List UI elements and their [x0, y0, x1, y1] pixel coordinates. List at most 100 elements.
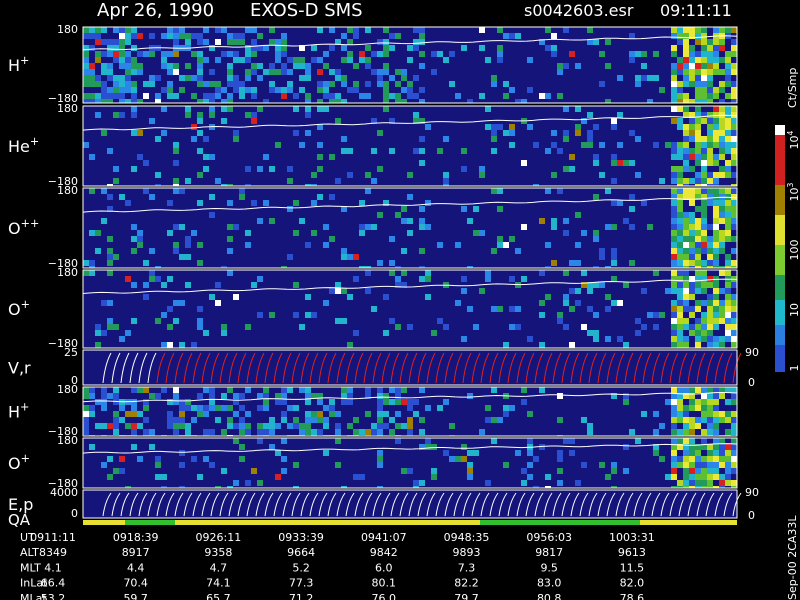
- spectrogram-cell: [731, 342, 737, 348]
- spectrogram-cell: [695, 184, 701, 186]
- spectrogram-cell: [707, 480, 713, 486]
- table-cell: 0926:11: [196, 531, 242, 544]
- spectrogram-cell: [233, 33, 239, 39]
- spectrogram-cell: [311, 184, 317, 186]
- spectrogram-cell: [341, 75, 347, 81]
- spectrogram-cell: [161, 87, 167, 93]
- spectrogram-cell: [569, 154, 575, 160]
- spectrogram-cell: [731, 224, 737, 230]
- spectrogram-cell: [377, 405, 383, 411]
- spectrogram-cell: [365, 81, 371, 87]
- spectrogram-cell: [341, 486, 347, 488]
- y-tick-label: 180: [57, 23, 78, 36]
- spectrogram-cell: [407, 87, 413, 93]
- spectrogram-cell: [233, 75, 239, 81]
- spectrogram-cell: [161, 130, 167, 136]
- spectrogram-cell: [689, 462, 695, 468]
- sawtooth: [534, 492, 544, 517]
- spectrogram-cell: [671, 342, 677, 348]
- spectrogram-cell: [569, 51, 575, 57]
- spectrogram-cell: [695, 242, 701, 248]
- colorbar-segment: [775, 325, 785, 345]
- spectrogram-cell: [719, 206, 725, 212]
- spectrogram-cell: [167, 411, 173, 417]
- spectrogram-cell: [689, 81, 695, 87]
- spectrogram-cell: [701, 330, 707, 336]
- spectrogram-cell: [251, 63, 257, 69]
- spectrogram-cell: [383, 93, 389, 99]
- spectrogram-cell: [317, 81, 323, 87]
- spectrogram-cell: [695, 136, 701, 142]
- row-header: InLat: [20, 577, 48, 590]
- spectrogram-cell: [155, 456, 161, 462]
- spectrogram-cell: [125, 81, 131, 87]
- spectrogram-cell: [101, 300, 107, 306]
- spectrogram-cell: [677, 480, 683, 486]
- spectrogram-cell: [377, 212, 383, 218]
- spectrogram-cell: [689, 33, 695, 39]
- spectrogram-cell: [347, 87, 353, 93]
- colorbar-label: 100: [788, 240, 800, 261]
- spectrogram-cell: [173, 69, 179, 75]
- spectrogram-cell: [635, 318, 641, 324]
- spectrogram-cell: [131, 318, 137, 324]
- spectrogram-cell: [305, 99, 311, 103]
- spectrogram-cell: [83, 51, 89, 57]
- spectrogram-cell: [119, 405, 125, 411]
- spectrogram-cell: [725, 468, 731, 474]
- spectrogram-cell: [269, 87, 275, 93]
- spectrogram-cell: [227, 417, 233, 423]
- spectrogram-cell: [101, 51, 107, 57]
- spectrogram-cell: [185, 242, 191, 248]
- spectrogram-cell: [599, 142, 605, 148]
- spectrogram-cell: [713, 474, 719, 480]
- spectrogram-cell: [689, 399, 695, 405]
- spectrogram-cell: [527, 462, 533, 468]
- spectrogram-cell: [611, 224, 617, 230]
- spectrogram-cell: [695, 248, 701, 254]
- panel-label: H+: [8, 400, 29, 421]
- spectrogram-cell: [275, 399, 281, 405]
- y2-tick-label: 0: [748, 509, 755, 522]
- spectrogram-cell: [329, 399, 335, 405]
- y2-tick-label: 90: [745, 346, 759, 359]
- spectrogram-cell: [731, 423, 737, 429]
- spectrogram-cell: [173, 160, 179, 166]
- spectrogram-cell: [221, 468, 227, 474]
- spectrogram-cell: [125, 87, 131, 93]
- spectrogram-cell: [701, 276, 707, 282]
- spectrogram-cell: [149, 444, 155, 450]
- spectrogram-cell: [587, 330, 593, 336]
- spectrogram-cell: [173, 178, 179, 184]
- spectrogram-cell: [413, 75, 419, 81]
- spectrogram-cell: [143, 93, 149, 99]
- table-cell: 8349: [39, 546, 67, 559]
- spectrogram-cell: [479, 27, 485, 33]
- plots: 180−180180−180180−180180−180250900180−18…: [8, 23, 759, 529]
- spectrogram-cell: [671, 248, 677, 254]
- spectrogram-cell: [197, 63, 203, 69]
- spectrogram-cell: [365, 93, 371, 99]
- spectrogram-cell: [371, 429, 377, 435]
- spectrogram-cell: [677, 81, 683, 87]
- spectrogram-cell: [671, 81, 677, 87]
- sawtooth: [372, 492, 382, 517]
- sawtooth: [228, 492, 238, 517]
- spectrogram-cell: [671, 99, 677, 103]
- spectrogram-cell: [677, 93, 683, 99]
- spectrogram-cell: [209, 393, 215, 399]
- spectrogram-cell: [713, 87, 719, 93]
- spectrogram-cell: [695, 27, 701, 33]
- spectrogram-cell: [599, 254, 605, 260]
- spectrogram-cell: [173, 399, 179, 405]
- spectrogram-cell: [293, 63, 299, 69]
- spectrogram-cell: [167, 51, 173, 57]
- spectrogram-cell: [101, 188, 107, 194]
- spectrogram-cell: [335, 429, 341, 435]
- spectrogram-cell: [191, 33, 197, 39]
- spectrogram-cell: [671, 444, 677, 450]
- spectrogram-cell: [335, 39, 341, 45]
- table-cell: 59.7: [123, 592, 148, 600]
- spectrogram-cell: [191, 230, 197, 236]
- spectrogram-cell: [707, 306, 713, 312]
